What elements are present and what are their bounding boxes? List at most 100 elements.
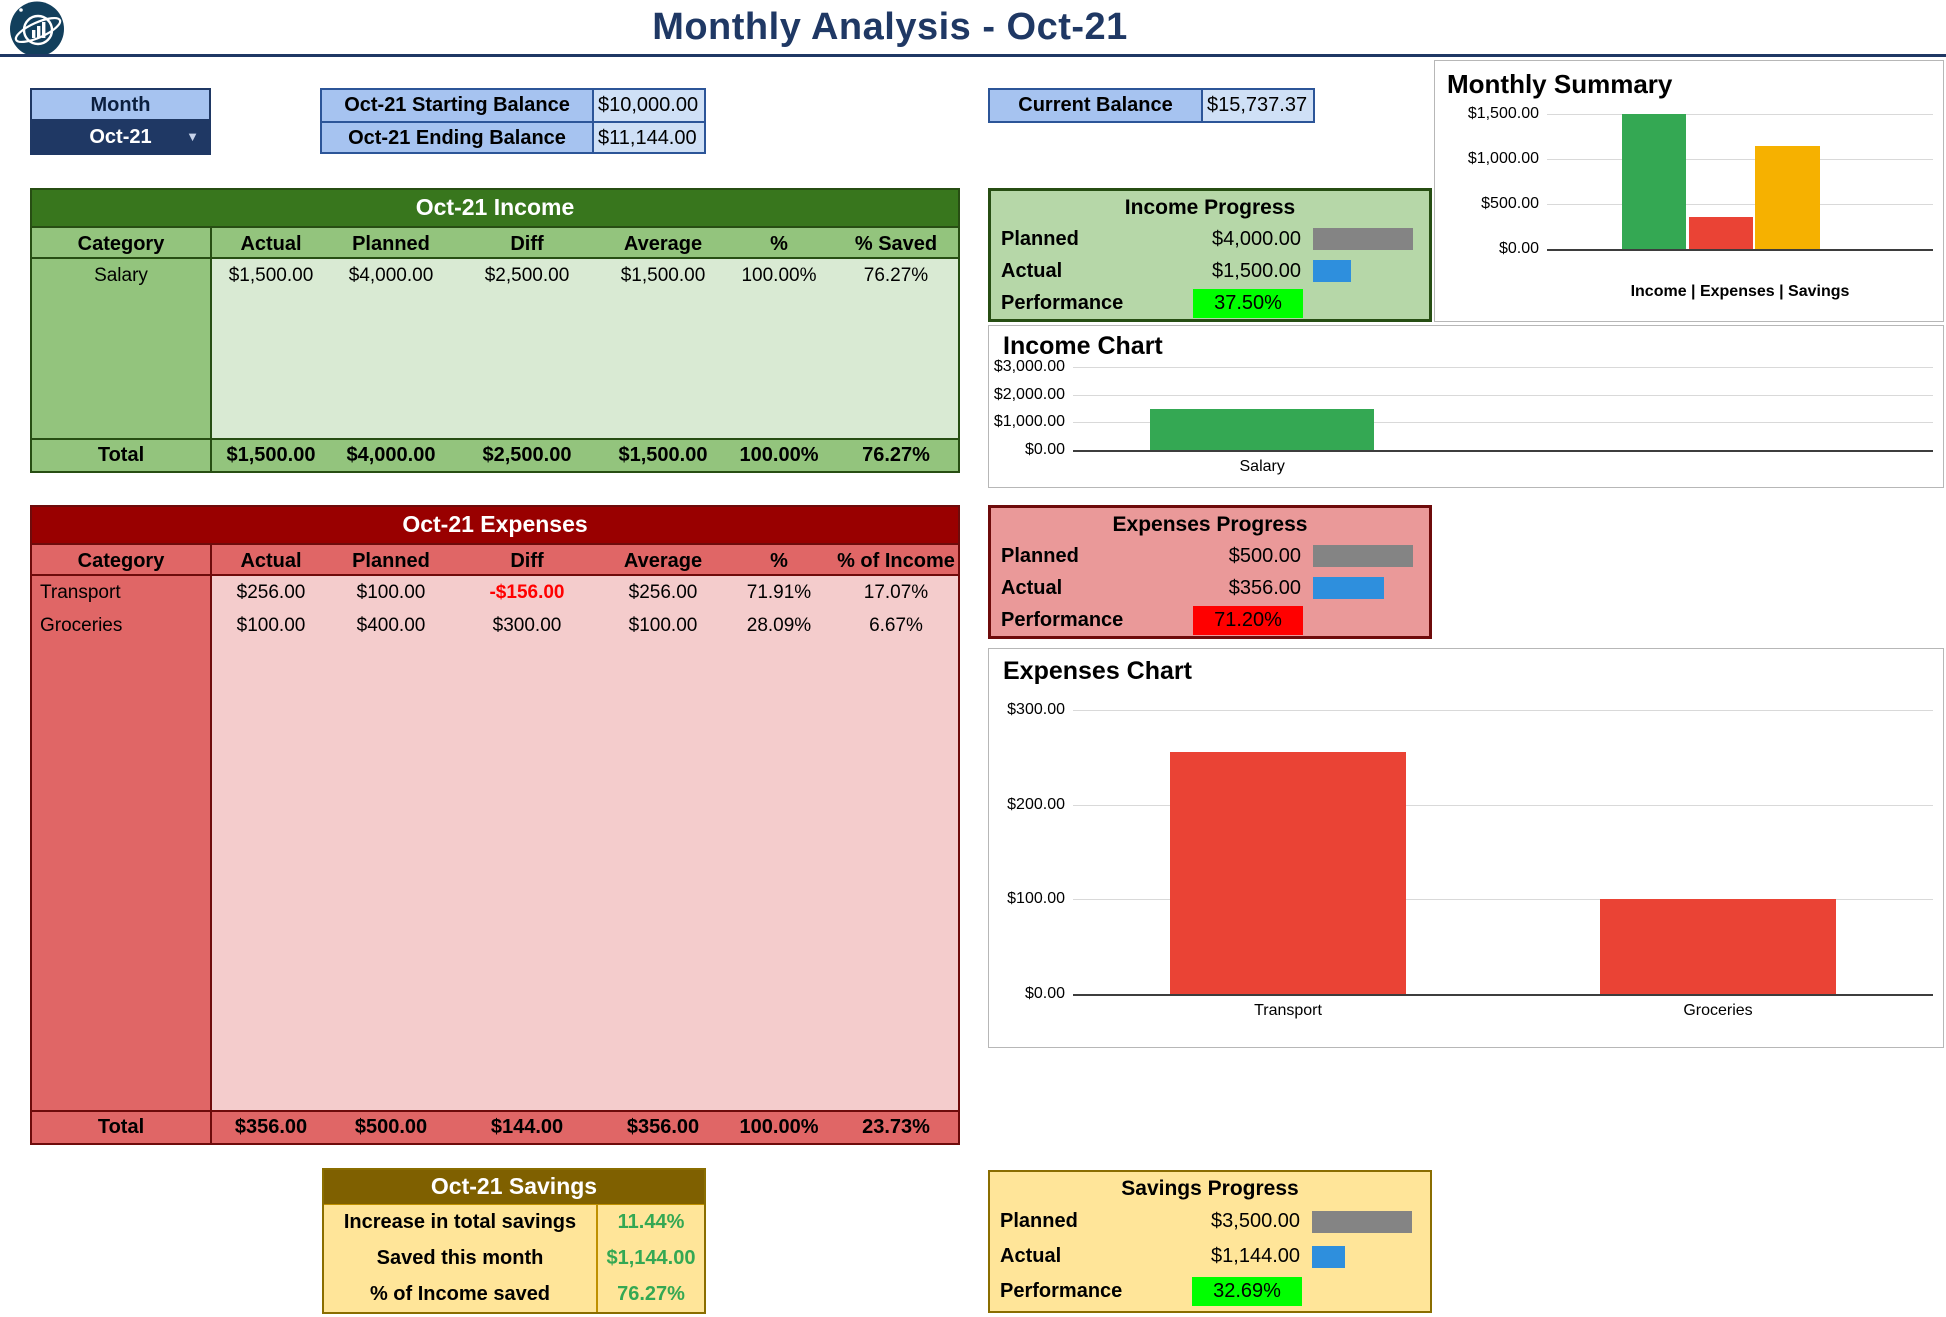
actual-value: $1,500.00 (1212, 259, 1301, 282)
total-label: Total (32, 440, 212, 471)
current-balance-label: Current Balance (990, 90, 1203, 121)
month-selector: Month Oct-21 ▼ (30, 88, 211, 155)
table-cell: $100.00 (356, 582, 426, 603)
category-cell: Transport (40, 582, 121, 603)
income-data-column: $1,500.00 $4,000.00 $2,500.00 $1,500.00 100.… (212, 259, 958, 438)
gridline (1073, 394, 1933, 396)
monthly-summary-chart: $1,500.00 $1,000.00 $500.00 $0.00 (1435, 105, 1943, 257)
expenses-total-row: Total $356.00 $500.00 $144.00 $356.00 100.00%… (32, 1110, 958, 1143)
performance-row: Performance 37.50% (991, 287, 1429, 319)
performance-label: Performance (1001, 291, 1124, 314)
savings-row: Saved this month $1,144.00 (324, 1240, 704, 1277)
total-label: Total (32, 1112, 212, 1143)
current-balance-row: Current Balance $15,737.37 (990, 90, 1313, 121)
y-tick-label: $200.00 (1007, 795, 1065, 813)
table-row: $256.00 $100.00 -$156.00 $256.00 71.91% 17.07… (212, 576, 958, 609)
savings-row-label: Saved this month (376, 1247, 544, 1269)
savings-row: % of Income saved 76.27% (324, 1276, 704, 1313)
starting-balance-value: $10,000.00 (594, 90, 704, 121)
table-cell: $256.00 (628, 582, 698, 603)
gridline (1073, 994, 1933, 996)
column-header: Average (623, 550, 703, 572)
savings-progress-panel: Savings Progress Planned $3,500.00 Actua… (988, 1170, 1432, 1313)
current-balance-table: Current Balance $15,737.37 (988, 88, 1315, 123)
column-header: % (770, 233, 788, 255)
planned-value: $500.00 (1228, 544, 1301, 567)
monthly-summary-title: Monthly Summary (1447, 69, 1673, 99)
expenses-chart: $300.00 $200.00 $100.00 $0.00 Transport Groc… (989, 701, 1943, 1019)
y-tick-label: $500.00 (1481, 195, 1539, 212)
savings-row-value: $1,144.00 (596, 1240, 704, 1277)
total-cell: 23.73% (862, 1116, 930, 1138)
chevron-down-icon[interactable]: ▼ (186, 129, 199, 144)
savings-table-title: Oct-21 Savings (324, 1170, 704, 1204)
expenses-category-column: Transport Groceries (32, 576, 212, 1110)
expenses-chart-title: Expenses Chart (1003, 657, 1192, 685)
planned-label: Planned (1001, 227, 1079, 250)
x-category-label: Transport (1254, 1002, 1322, 1019)
y-tick-label: $2,000.00 (993, 385, 1065, 403)
monthly-summary-panel: Monthly Summary $1,500.00 $1,000.00 $500.0… (1434, 60, 1944, 322)
total-cell: $500.00 (354, 1116, 428, 1138)
income-table: Oct-21 Income Category Actual Planned Diff A… (30, 188, 960, 473)
gridline (1073, 450, 1933, 452)
performance-label: Performance (1001, 608, 1124, 631)
expenses-chart-panel: Expenses Chart $300.00 $200.00 $100.00 $0.0… (988, 648, 1944, 1048)
expenses-progress-title: Expenses Progress (1112, 513, 1308, 536)
column-header: % Saved (854, 233, 938, 255)
y-tick-label: $1,000.00 (1467, 150, 1539, 167)
table-cell: 76.27% (863, 265, 929, 286)
total-cell: $356.00 (626, 1116, 700, 1138)
column-header: Average (623, 233, 703, 255)
y-tick-label: $1,000.00 (993, 413, 1065, 431)
expenses-table-body: Transport Groceries $256.00 $100.00 -$156.0… (32, 576, 958, 1110)
table-cell: $1,500.00 (620, 265, 706, 286)
column-header: Diff (510, 233, 544, 255)
x-category-label: Salary (1239, 458, 1285, 475)
actual-value: $356.00 (1228, 576, 1301, 599)
column-header: % of Income (837, 550, 955, 572)
y-tick-label: $0.00 (1024, 985, 1065, 1002)
planned-bar (1313, 228, 1413, 250)
ending-balance-value: $11,144.00 (594, 121, 704, 152)
gridline (1547, 204, 1933, 205)
income-progress-panel: Income Progress Planned $4,000.00 Actual… (988, 188, 1432, 322)
plot-area: Salary (1073, 367, 1933, 475)
performance-badge: 32.69% (1192, 1277, 1302, 1306)
bar-salary (1150, 408, 1374, 450)
planned-row: Planned $500.00 (991, 540, 1429, 572)
income-table-header: Category Actual Planned Diff Average% % Saved (32, 226, 958, 261)
table-cell: $100.00 (628, 615, 698, 636)
total-cell: 100.00% (739, 1116, 819, 1138)
column-header: Diff (510, 550, 544, 572)
expenses-progress-panel: Expenses Progress Planned $500.00 Actual… (988, 505, 1432, 639)
income-table-body: Salary $1,500.00 $4,000.00 $2,500.00 $1,500… (32, 259, 958, 438)
expenses-table-title: Oct-21 Expenses (32, 507, 958, 543)
total-cell: $356.00 (234, 1116, 308, 1138)
bar-savings (1755, 146, 1820, 249)
performance-row: Performance 71.20% (991, 604, 1429, 636)
ending-balance-row: Oct-21 Ending Balance $11,144.00 (322, 121, 704, 152)
y-tick-label: $0.00 (1024, 441, 1065, 458)
y-axis-labels: $300.00 $200.00 $100.00 $0.00 (989, 701, 1073, 1002)
actual-label: Actual (1000, 1245, 1062, 1267)
category-cell: Groceries (40, 615, 123, 636)
gridline (1547, 249, 1933, 251)
month-selector-label: Month (32, 90, 209, 121)
month-dropdown[interactable]: Oct-21 ▼ (32, 121, 209, 153)
x-category-label: Groceries (1683, 1002, 1753, 1019)
starting-balance-label: Oct-21 Starting Balance (322, 90, 594, 121)
planned-row: Planned $4,000.00 (991, 223, 1429, 255)
income-table-title: Oct-21 Income (32, 190, 958, 226)
bar-expenses (1688, 216, 1753, 249)
income-progress-title: Income Progress (1124, 196, 1296, 219)
performance-badge: 37.50% (1193, 288, 1303, 318)
savings-progress-title: Savings Progress (1121, 1177, 1299, 1200)
expenses-table-header: Category Actual Planned Diff Average% % of In… (32, 543, 958, 578)
table-cell: $400.00 (356, 615, 426, 636)
planned-bar (1312, 1210, 1412, 1233)
table-cell: $100.00 (236, 615, 306, 636)
y-axis-labels: $1,500.00 $1,000.00 $500.00 $0.00 (1435, 105, 1547, 257)
actual-row: Actual $1,500.00 (991, 255, 1429, 287)
column-header: Planned (352, 550, 430, 572)
